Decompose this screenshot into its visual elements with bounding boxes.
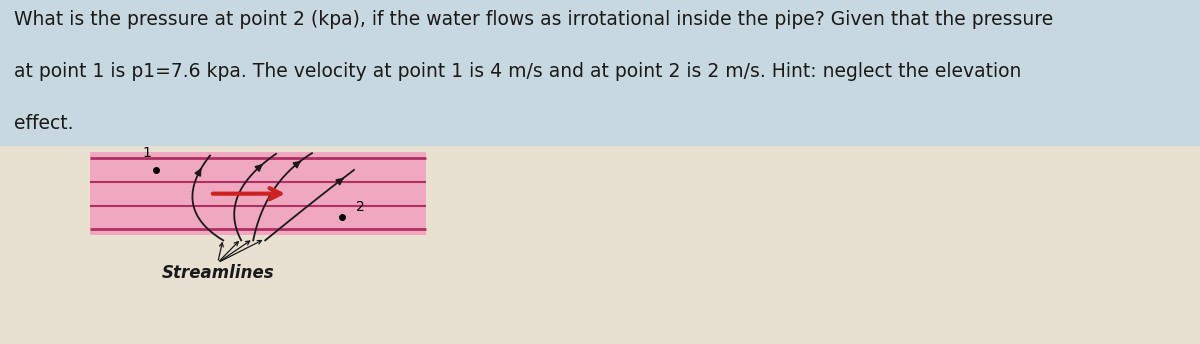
Text: What is the pressure at point 2 (kpa), if the water flows as irrotational inside: What is the pressure at point 2 (kpa), i…	[14, 10, 1054, 29]
Text: Streamlines: Streamlines	[161, 265, 274, 282]
Text: effect.: effect.	[14, 114, 74, 132]
Text: 2: 2	[356, 200, 365, 214]
Text: at point 1 is p1=7.6 kpa. The velocity at point 1 is 4 m/s and at point 2 is 2 m: at point 1 is p1=7.6 kpa. The velocity a…	[14, 62, 1021, 81]
Bar	[0, 0, 1200, 146]
Text: 1: 1	[142, 146, 151, 160]
Bar	[0, 146, 1200, 344]
Bar	[90, 152, 426, 235]
